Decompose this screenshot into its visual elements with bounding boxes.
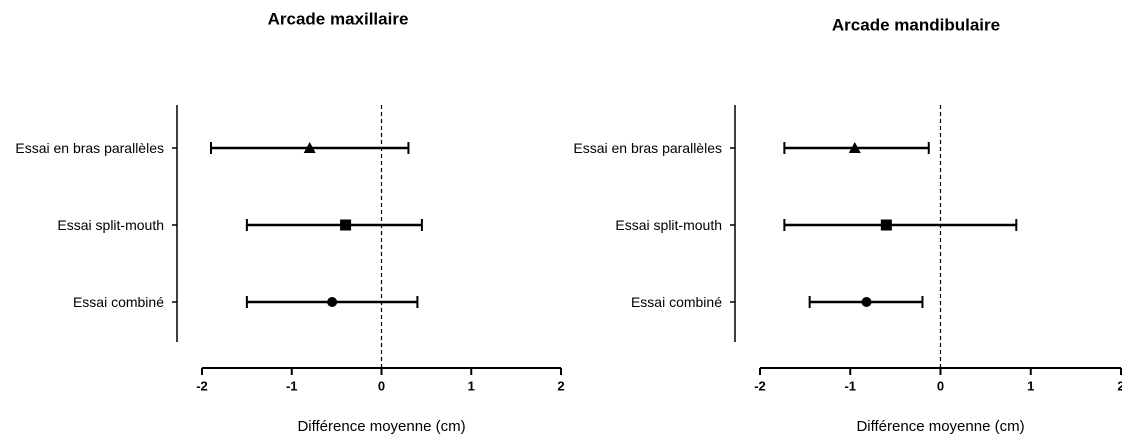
category-label: Essai split-mouth <box>615 217 722 233</box>
x-tick-label: 0 <box>378 378 385 393</box>
point-estimate <box>880 219 892 231</box>
category-label: Essai en bras parallèles <box>15 140 164 156</box>
category-label: Essai split-mouth <box>57 217 164 233</box>
category-label-box: Essai combiné <box>630 294 722 310</box>
x-axis-label: Différence moyenne (cm) <box>297 418 465 435</box>
category-label: Essai en bras parallèles <box>573 140 722 156</box>
point-estimate <box>303 142 316 153</box>
point-estimate <box>861 297 872 307</box>
x-axis-label: Différence moyenne (cm) <box>856 418 1024 435</box>
point-estimate <box>848 142 861 153</box>
x-tick-label: 0 <box>937 378 944 393</box>
forest-plot: Arcade mandibulaire -2 -1 0 1 2 Différence moy… <box>573 15 1122 435</box>
category-label: Essai combiné <box>630 294 722 310</box>
x-tick-label: -1 <box>286 378 298 393</box>
category-label-box: Essai split-mouth <box>57 217 164 233</box>
x-tick-label: 1 <box>468 378 475 393</box>
x-tick-label: 2 <box>1117 378 1122 393</box>
point-estimate <box>327 297 338 307</box>
x-tick-label: -1 <box>844 378 856 393</box>
point-estimate <box>340 219 352 231</box>
x-tick-label: -2 <box>196 378 208 393</box>
category-label-box: Essai en bras parallèles <box>15 140 164 156</box>
chart-title: Arcade mandibulaire <box>832 15 1000 34</box>
chart-title: Arcade maxillaire <box>268 9 409 28</box>
category-label-box: Essai split-mouth <box>615 217 722 233</box>
category-label: Essai combiné <box>72 294 164 310</box>
x-tick-label: 1 <box>1027 378 1034 393</box>
category-label-box: Essai combiné <box>72 294 164 310</box>
x-tick-label: -2 <box>754 378 766 393</box>
category-label-box: Essai en bras parallèles <box>573 140 722 156</box>
forest-plot: Arcade maxillaire -2 -1 0 1 2 Différence moyen… <box>15 9 564 435</box>
x-tick-label: 2 <box>557 378 564 393</box>
